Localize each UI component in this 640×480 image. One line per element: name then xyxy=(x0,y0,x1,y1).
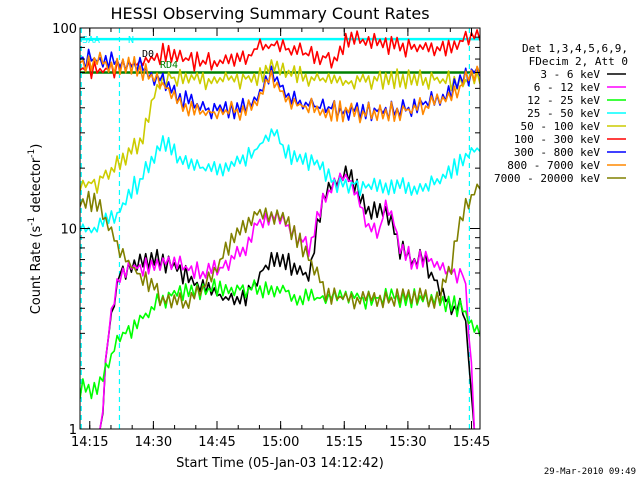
y-axis-label-superscript: -1 xyxy=(27,149,37,158)
chart-title: HESSI Observing Summary Count Rates xyxy=(110,4,429,23)
legend-header-line: FDecim 2, Att 0 xyxy=(529,55,628,68)
legend: Det 1,3,4,5,6,9,FDecim 2, Att 03 - 6 keV… xyxy=(494,42,628,185)
legend-entry-label: 12 - 25 keV xyxy=(527,94,600,107)
reference-label-n: N xyxy=(128,35,134,46)
reference-label-rd4: RD4 xyxy=(160,60,178,71)
x-tick-label: 15:15 xyxy=(326,435,363,450)
legend-entry-label: 300 - 800 keV xyxy=(514,146,600,159)
legend-entry-label: 800 - 7000 keV xyxy=(507,159,600,172)
series-line-5 xyxy=(80,29,480,80)
y-axis-label-part: detector xyxy=(29,157,44,217)
x-axis-label: Start Time (05-Jan-03 14:12:42) xyxy=(176,456,384,471)
x-tick-label: 15:00 xyxy=(262,435,299,450)
plot-area: RD4 N SAA D0 xyxy=(79,27,481,430)
plot-data-layer xyxy=(80,28,480,429)
x-tick-label: 15:45 xyxy=(453,435,490,450)
y-axis-label-part: ) xyxy=(29,144,44,149)
reference-label-saa: SAA xyxy=(82,35,100,46)
legend-entry-label: 3 - 6 keV xyxy=(540,68,600,81)
legend-entry-label: 25 - 50 keV xyxy=(527,107,600,120)
legend-entry-label: 7000 - 20000 keV xyxy=(494,172,600,185)
reference-label-d0: D0 xyxy=(142,49,154,60)
legend-header-line: Det 1,3,4,5,6,9, xyxy=(522,42,628,55)
legend-entry-label: 6 - 12 keV xyxy=(534,81,601,94)
y-axis: 1 10 100 xyxy=(52,22,480,438)
series-line-3 xyxy=(80,128,480,234)
series-line-4 xyxy=(80,59,480,194)
x-tick-label: 14:15 xyxy=(71,435,108,450)
legend-entry-label: 50 - 100 keV xyxy=(521,120,601,133)
footer-timestamp: 29-Mar-2010 09:49 xyxy=(544,467,636,477)
series-line-1 xyxy=(99,172,476,429)
y-axis-label-text: Count Rate (s-1 detector-1) xyxy=(27,144,44,315)
y-axis-label-part: Count Rate (s xyxy=(29,226,44,315)
series-line-8 xyxy=(80,183,480,310)
legend-entry-label: 100 - 300 keV xyxy=(514,133,600,146)
y-axis-label-superscript: -1 xyxy=(27,217,37,226)
y-tick-label: 10 xyxy=(60,223,77,238)
y-axis-label: Count Rate (s-1 detector-1) xyxy=(27,144,44,315)
y-tick-label: 1 xyxy=(69,423,77,438)
x-axis: 14:15 14:30 14:45 15:00 15:15 15:30 15:45 xyxy=(71,28,490,450)
y-tick-label: 100 xyxy=(52,22,77,37)
x-tick-label: 15:30 xyxy=(389,435,426,450)
x-tick-label: 14:45 xyxy=(198,435,235,450)
x-tick-label: 14:30 xyxy=(135,435,172,450)
series-line-7 xyxy=(80,51,480,124)
